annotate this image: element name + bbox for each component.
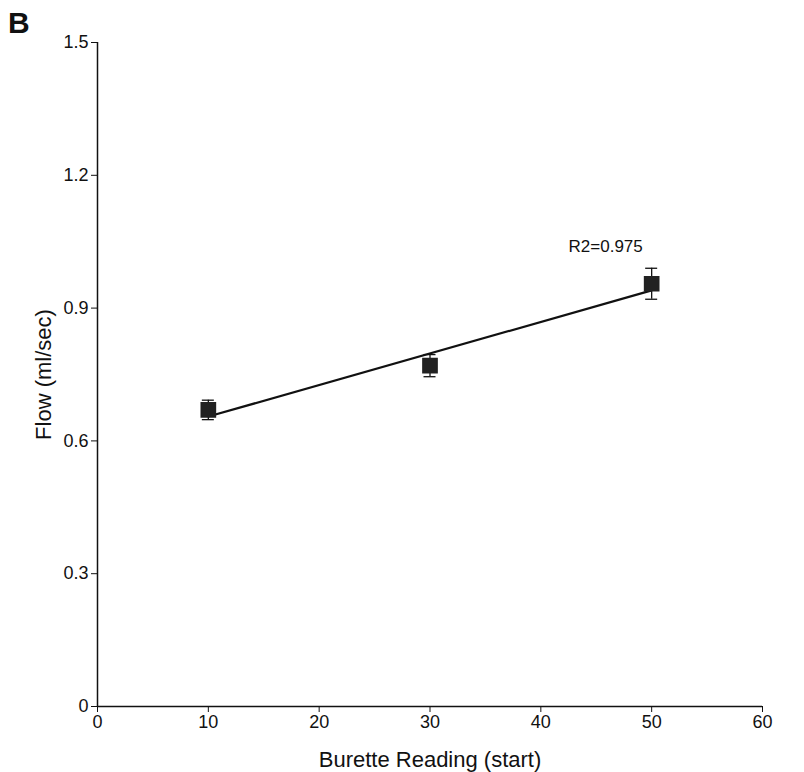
svg-text:0.3: 0.3	[63, 563, 88, 583]
svg-text:0.6: 0.6	[63, 431, 88, 451]
svg-text:Flow (ml/sec): Flow (ml/sec)	[31, 309, 56, 440]
svg-text:10: 10	[198, 712, 218, 732]
svg-text:Burette Reading (start): Burette Reading (start)	[319, 747, 542, 772]
svg-text:0: 0	[78, 696, 88, 716]
svg-text:60: 60	[752, 712, 772, 732]
svg-text:1.2: 1.2	[63, 165, 88, 185]
svg-text:30: 30	[420, 712, 440, 732]
svg-text:0: 0	[92, 712, 102, 732]
html-text:B: B	[8, 6, 30, 39]
svg-text:R2=0.975: R2=0.975	[569, 237, 643, 256]
svg-text:40: 40	[531, 712, 551, 732]
svg-text:20: 20	[309, 712, 329, 732]
svg-text:0.9: 0.9	[63, 298, 88, 318]
svg-text:1.5: 1.5	[63, 32, 88, 52]
svg-text:50: 50	[642, 712, 662, 732]
